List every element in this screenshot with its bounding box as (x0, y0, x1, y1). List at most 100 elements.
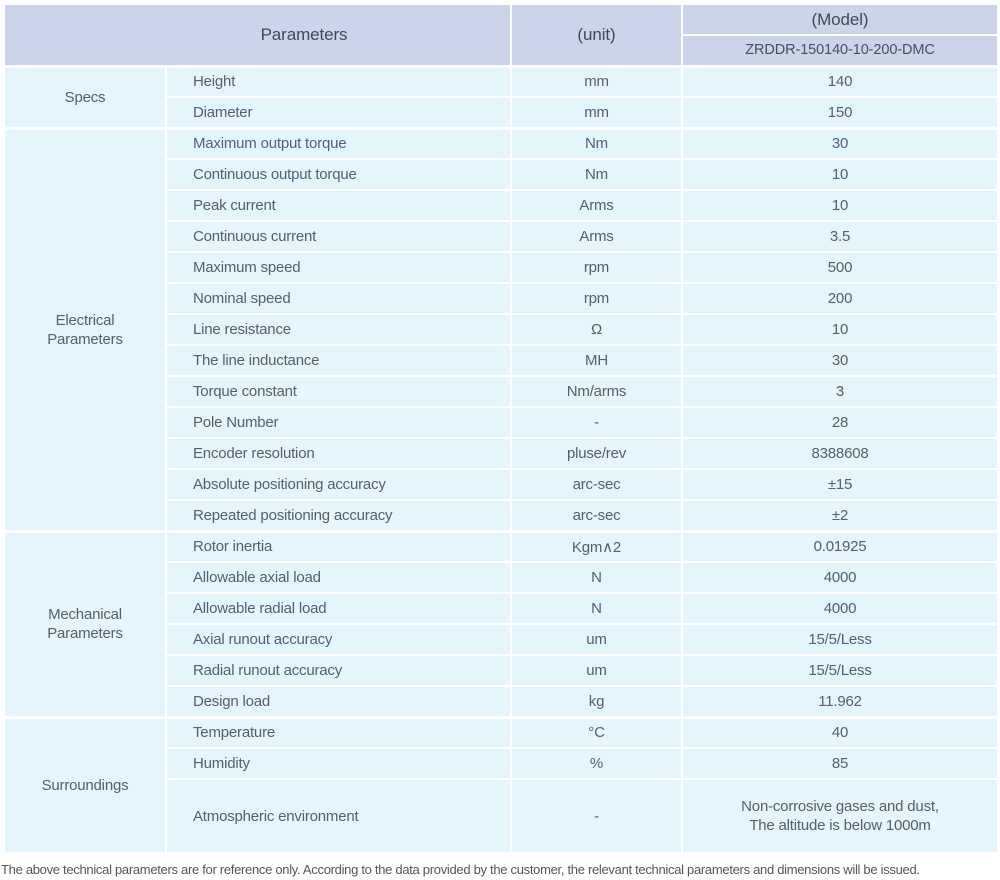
model-header: (Model) (681, 3, 999, 36)
param-unit: °C (510, 715, 683, 749)
table-row: Radial runout accuracy um 15/5/Less (4, 654, 999, 687)
param-value: 150 (681, 96, 999, 129)
param-name: Rotor inertia (165, 529, 512, 563)
param-unit: - (510, 406, 683, 439)
param-unit: % (510, 747, 683, 780)
group-label: Electrical Parameters (3, 126, 167, 532)
param-value: 200 (681, 282, 999, 315)
footer-note: The above technical parameters are for r… (1, 862, 920, 877)
param-unit: Nm (510, 126, 683, 160)
param-name: Height (165, 64, 512, 98)
param-value: 28 (681, 406, 999, 439)
param-unit: Nm (510, 158, 683, 191)
param-value: 15/5/Less (681, 654, 999, 687)
param-value: ±2 (681, 499, 999, 532)
param-unit: Kgm∧2 (510, 529, 683, 563)
param-value: 30 (681, 126, 999, 160)
table-body: Specs Height mm 140 Diameter mm 150 Electrical … (3, 64, 999, 854)
param-value: 8388608 (681, 437, 999, 470)
param-value: 10 (681, 158, 999, 191)
table-row: Humidity% 85 (4, 747, 999, 780)
group-label: Specs (3, 64, 167, 129)
param-value: 40 (681, 715, 999, 749)
param-name: Torque constant (165, 375, 512, 408)
param-value: Non-corrosive gases and dust, The altitu… (681, 778, 999, 854)
param-value: 11.962 (681, 685, 999, 718)
model-number: ZRDDR-150140-10-200-DMC (681, 34, 999, 67)
param-name: Diameter (165, 96, 512, 129)
param-value: 3 (681, 375, 999, 408)
param-name: Continuous current (165, 220, 512, 253)
param-name: Allowable axial load (165, 561, 512, 594)
param-name: Line resistance (165, 313, 512, 346)
parameters-header: Parameters (3, 3, 512, 67)
table-row: Design load kg 11.962 (4, 685, 999, 718)
table-row: Specs Height mm 140 (3, 64, 999, 129)
param-value: 4000 (681, 561, 999, 594)
param-unit: um (510, 654, 683, 687)
param-unit: - (510, 778, 683, 854)
table-row: Diameter mm 150 (4, 96, 999, 129)
param-unit: arc-sec (510, 499, 683, 532)
param-unit: rpm (510, 251, 683, 284)
table-row: Repeated positioning accuracy arc-sec ±2 (4, 499, 999, 532)
param-unit: mm (510, 64, 683, 98)
param-name: Maximum speed (165, 251, 512, 284)
table-row: Allowable radial load N 4000 (4, 592, 999, 625)
param-unit: Arms (510, 189, 683, 222)
param-name: Atmospheric environment (165, 778, 512, 854)
param-name: The line inductance (165, 344, 512, 377)
param-value: 3.5 (681, 220, 999, 253)
table-row: Line resistance Ω 10 (4, 313, 999, 346)
param-unit: um (510, 623, 683, 656)
param-value: 140 (681, 64, 999, 98)
param-name: Temperature (165, 715, 512, 749)
param-unit: MH (510, 344, 683, 377)
table-row: Peak current Arms 10 (4, 189, 999, 222)
param-name: Maximum output torque (165, 126, 512, 160)
group-label: Surroundings (3, 715, 167, 854)
param-name: Nominal speed (165, 282, 512, 315)
table-row: Continuous output torque Nm 10 (4, 158, 999, 191)
group-label: Mechanical Parameters (3, 529, 167, 718)
spec-sheet-page: Parameters (unit) (Model) ZRDDR-150140-1… (0, 3, 1000, 880)
table-row: Encoder resolution pluse/rev 8388608 (4, 437, 999, 470)
param-name: Allowable radial load (165, 592, 512, 625)
param-unit: N (510, 592, 683, 625)
param-name: Radial runout accuracy (165, 654, 512, 687)
param-value: 500 (681, 251, 999, 284)
param-value: ±15 (681, 468, 999, 501)
param-name: Pole Number (165, 406, 512, 439)
param-name: Peak current (165, 189, 512, 222)
header-row-2: ZRDDR-150140-10-200-DMC (4, 34, 999, 67)
param-unit: Ω (510, 313, 683, 346)
table-row: Atmospheric environment - Non-corrosive ga… (4, 778, 999, 854)
param-name: Absolute positioning accuracy (165, 468, 512, 501)
header-row-1: Parameters (unit) (Model) (3, 3, 999, 67)
param-value: 10 (681, 189, 999, 222)
table-row: Continuous current Arms 3.5 (4, 220, 999, 253)
table-row: Torque constant Nm/arms 3 (4, 375, 999, 408)
param-unit: Nm/arms (510, 375, 683, 408)
table-row: Allowable axial load N 4000 (4, 561, 999, 594)
table-row: The line inductance MH 30 (4, 344, 999, 377)
table-row: Pole Number -28 (4, 406, 999, 439)
table-row: Maximum speed rpm 500 (4, 251, 999, 284)
param-value: 4000 (681, 592, 999, 625)
param-value: 15/5/Less (681, 623, 999, 656)
table-row: Electrical Parameters Maximum output torq… (3, 126, 999, 532)
param-name: Encoder resolution (165, 437, 512, 470)
param-value: 0.01925 (681, 529, 999, 563)
param-unit: mm (510, 96, 683, 129)
param-unit: arc-sec (510, 468, 683, 501)
table-row: Absolute positioning accuracy arc-sec ±15 (4, 468, 999, 501)
unit-header: (unit) (510, 3, 683, 67)
table-row: Axial runout accuracy um 15/5/Less (4, 623, 999, 656)
table-row: Surroundings Temperature °C 40 (3, 715, 999, 854)
param-value: 10 (681, 313, 999, 346)
param-unit: Arms (510, 220, 683, 253)
param-unit: rpm (510, 282, 683, 315)
table-row: Mechanical Parameters Rotor inertia Kgm∧2 0… (3, 529, 999, 718)
param-value: 30 (681, 344, 999, 377)
param-name: Axial runout accuracy (165, 623, 512, 656)
